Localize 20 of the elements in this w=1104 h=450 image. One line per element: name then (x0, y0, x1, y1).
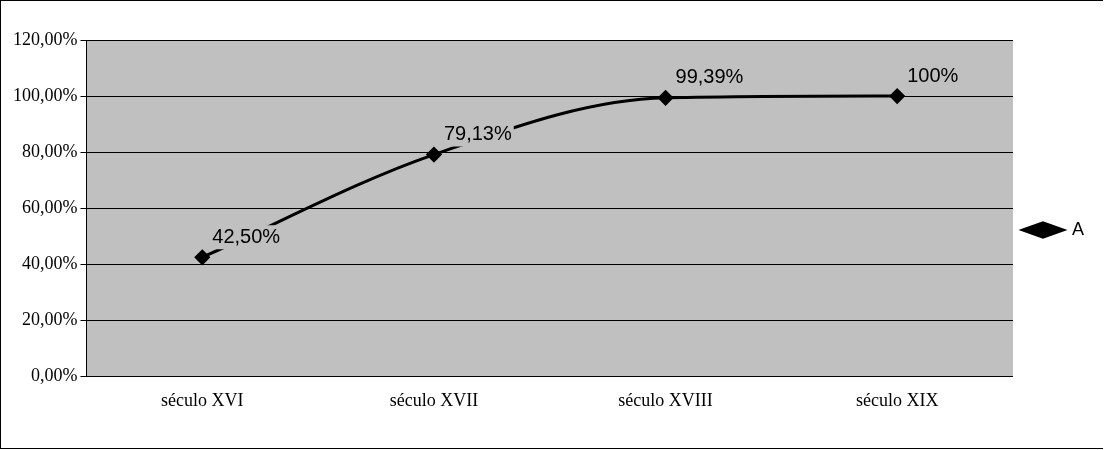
y-tick-label: 40,00% (21, 253, 78, 273)
legend-label: A (1071, 218, 1085, 239)
y-tick-label: 20,00% (21, 309, 78, 330)
data-label: 100% (907, 63, 959, 86)
x-tick-label: século XIX (855, 389, 939, 410)
data-label: 79,13% (443, 122, 512, 145)
x-tick-label: século XVII (389, 389, 479, 410)
y-tick-label: 60,00% (21, 196, 78, 217)
point (658, 90, 674, 106)
point (194, 249, 210, 265)
data-label: 99,39% (675, 65, 744, 88)
x-tick-label: século XVIII (618, 389, 713, 410)
point (889, 88, 905, 104)
x-tick-label: século XVI (161, 389, 244, 410)
y-tick-label: 80,00% (21, 140, 78, 161)
y-tick-label: 0,00% (30, 365, 78, 386)
y-tick-label: 100,00% (12, 84, 78, 105)
point (426, 147, 442, 163)
data-label: 42,50% (212, 224, 281, 247)
y-tick-label: 120,00% (12, 28, 78, 49)
